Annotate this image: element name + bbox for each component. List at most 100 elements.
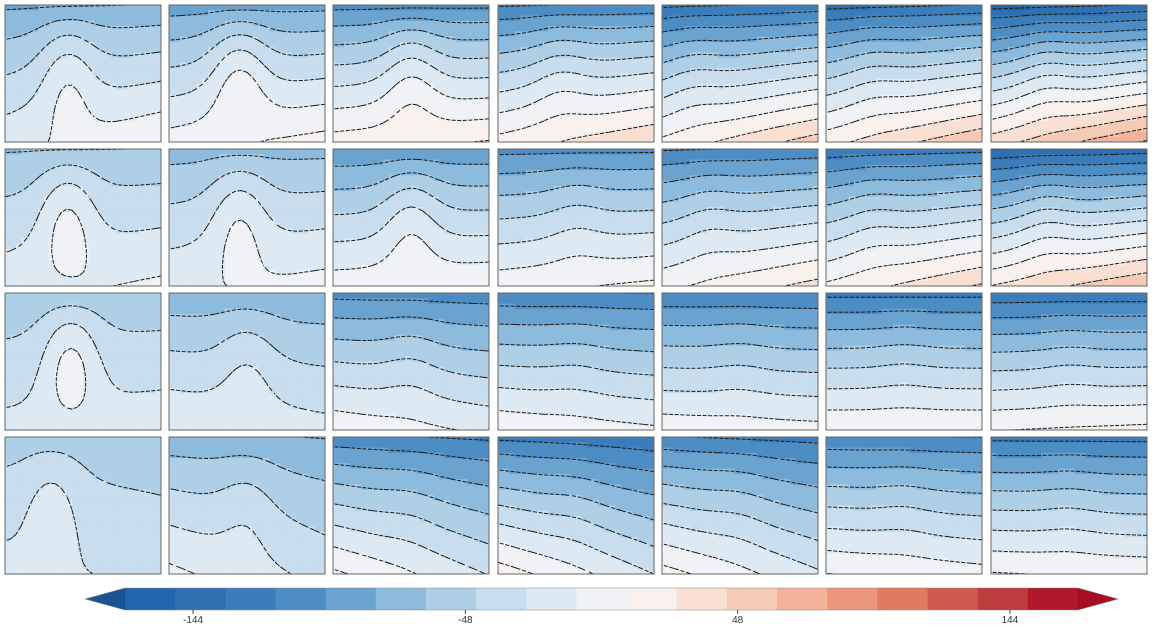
panel-frame	[825, 4, 983, 143]
panel-frame	[332, 436, 490, 575]
contour-lines	[991, 440, 1147, 574]
panel-frame	[990, 436, 1148, 575]
panel-r4-c7	[990, 436, 1148, 575]
contour-lines	[169, 308, 325, 414]
colorbar-segment	[175, 588, 226, 610]
contour-lines	[662, 305, 818, 422]
panel-r2-c2	[168, 148, 326, 287]
panel-r1-c2	[168, 4, 326, 143]
colorbar-segment	[325, 588, 377, 610]
panel-r2-c4	[497, 148, 655, 287]
panel-frame	[825, 148, 983, 287]
contour-lines	[991, 5, 1147, 142]
panel-r3-c6	[825, 292, 983, 431]
contour-lines	[826, 296, 982, 411]
panel-frame	[990, 4, 1148, 143]
panel-r1-c4	[497, 4, 655, 143]
panel-r4-c4	[497, 436, 655, 575]
colorbar-segment	[626, 588, 678, 610]
colorbar-segment	[576, 588, 628, 610]
panel-frame	[4, 292, 162, 431]
colorbar-segment	[1027, 588, 1079, 610]
contour-lines	[498, 5, 654, 142]
colorbar-segment	[425, 588, 477, 610]
panel-frame	[168, 436, 326, 575]
contour-lines	[498, 151, 654, 286]
panel-frame	[661, 436, 819, 575]
panel-r3-c1	[4, 292, 162, 431]
colorbar-tick-label: 48	[732, 615, 744, 626]
colorbar-extend-high	[1078, 588, 1118, 610]
colorbar-extend-low	[85, 588, 125, 610]
colorbar-segment	[777, 588, 828, 610]
panel-r4-c3	[332, 436, 490, 575]
contour-lines	[5, 305, 161, 410]
panel-frame	[497, 148, 655, 287]
panel-r3-c7	[990, 292, 1148, 431]
panel-frame	[661, 148, 819, 287]
colorbar-segment	[927, 588, 979, 610]
panel-r2-c5	[661, 148, 819, 287]
colorbar-segment	[275, 588, 327, 610]
contour-panel-grid	[4, 4, 1148, 575]
panel-frame	[661, 292, 819, 431]
panel-frame	[168, 292, 326, 431]
contour-lines	[498, 293, 654, 426]
panel-r3-c3	[332, 292, 490, 431]
panel-frame	[168, 4, 326, 143]
panel-r1-c6	[825, 4, 983, 143]
panel-frame	[332, 4, 490, 143]
panel-r4-c2	[168, 436, 326, 575]
colorbar-segment	[977, 588, 1029, 610]
panel-frame	[332, 292, 490, 431]
contour-lines	[169, 9, 325, 142]
colorbar-segment	[827, 588, 878, 610]
colorbar: -144 -48 48 144	[83, 587, 1120, 626]
panel-r3-c2	[168, 292, 326, 431]
panel-frame	[4, 4, 162, 143]
panel-r1-c7	[990, 4, 1148, 143]
panel-r4-c5	[661, 436, 819, 575]
colorbar-tick-label: -48	[458, 615, 473, 626]
colorbar-segment	[676, 588, 728, 610]
colorbar-segment	[526, 588, 577, 610]
colorbar-segment	[877, 588, 929, 610]
panel-frame	[497, 436, 655, 575]
panel-frame	[168, 148, 326, 287]
contour-lines	[826, 151, 982, 286]
contour-lines	[826, 437, 982, 574]
panel-r2-c1	[4, 148, 162, 287]
panel-frame	[990, 292, 1148, 431]
panel-frame	[825, 292, 983, 431]
contour-lines	[333, 7, 489, 142]
panel-frame	[661, 4, 819, 143]
panel-frame	[332, 148, 490, 287]
contour-lines	[991, 301, 1147, 430]
panel-frame	[990, 148, 1148, 287]
panel-frame	[497, 292, 655, 431]
panel-r3-c5	[661, 292, 819, 431]
contour-lines	[5, 450, 161, 574]
panel-r2-c6	[825, 148, 983, 287]
panel-frame	[497, 4, 655, 143]
colorbar-segment	[125, 588, 176, 610]
colorbar-segment	[225, 588, 276, 610]
panel-frame	[4, 436, 162, 575]
colorbar-segment	[726, 588, 778, 610]
panel-r4-c1	[4, 436, 162, 575]
colorbar-segment	[476, 588, 527, 610]
panel-r3-c4	[497, 292, 655, 431]
panel-r2-c3	[332, 148, 490, 287]
colorbar-tick-label: -144	[183, 615, 203, 626]
contour-lines	[662, 149, 818, 286]
panel-r1-c3	[332, 4, 490, 143]
colorbar-tick-label: 144	[1002, 615, 1019, 626]
contour-lines	[5, 149, 161, 286]
contour-lines	[498, 439, 654, 574]
panel-frame	[825, 436, 983, 575]
contour-lines	[333, 298, 489, 430]
contour-lines	[169, 154, 325, 286]
panel-r1-c1	[4, 4, 162, 143]
panel-frame	[4, 148, 162, 287]
